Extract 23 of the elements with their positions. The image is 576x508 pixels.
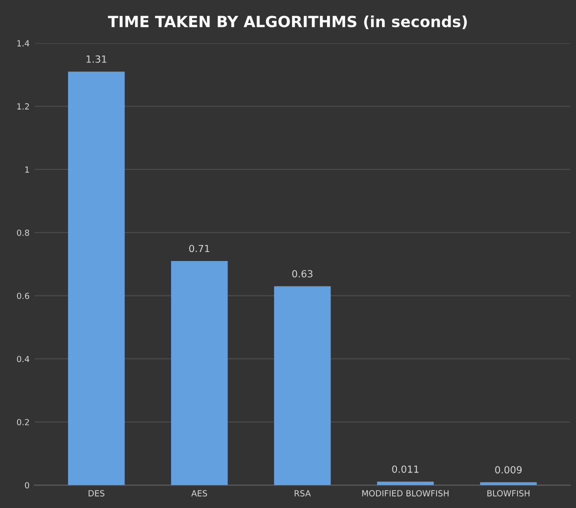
y-tick-label: 1.2 [17, 103, 29, 110]
bar [68, 72, 125, 486]
x-tick-label: RSA [294, 490, 311, 496]
y-tick-label: 0.2 [16, 418, 29, 426]
data-label: 1.31 [86, 55, 106, 63]
x-tick-label: DES [88, 490, 104, 496]
y-tick-label: 1.4 [17, 40, 30, 46]
chart-title: TIME TAKEN BY ALGORITHMS (in seconds) [108, 15, 467, 30]
y-tick-label: 0 [24, 482, 30, 488]
data-label: 0.71 [189, 244, 210, 252]
data-label: 0.009 [495, 466, 522, 474]
bar [274, 286, 331, 486]
data-label: 0.011 [392, 465, 418, 473]
y-tick-label: 0.8 [16, 230, 30, 236]
data-label: 0.63 [292, 270, 312, 278]
bar [171, 261, 228, 486]
x-tick-label: AES [191, 490, 208, 496]
y-tick-label: 0.4 [16, 356, 30, 362]
y-tick-label: 1 [25, 166, 29, 173]
bar [377, 482, 434, 486]
y-tick-label: 0.6 [16, 292, 30, 300]
x-tick-label: BLOWFISH [487, 490, 530, 496]
x-tick-label: MODIFIED BLOWFISH [362, 490, 449, 496]
